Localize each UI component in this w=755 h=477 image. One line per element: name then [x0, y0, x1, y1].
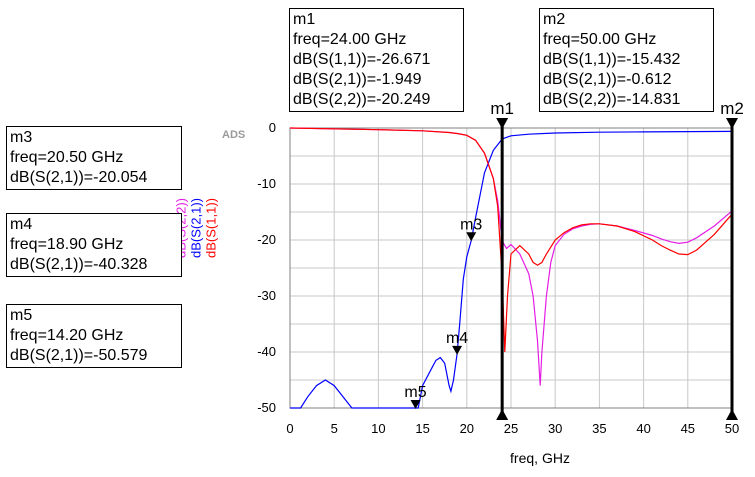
ads-watermark: ADS — [222, 129, 246, 141]
marker-readout: dB(S(2,1))=-50.579 — [10, 347, 148, 364]
marker-label-m5: m5 — [404, 384, 426, 401]
marker-box-m2[interactable]: m2 freq=50.00 GHz dB(S(1,1))=-15.432 dB(… — [539, 8, 714, 112]
marker-label-m3: m3 — [460, 216, 482, 233]
marker-readout: dB(S(2,1))=-20.054 — [10, 169, 148, 186]
marker-freq: freq=18.90 GHz — [10, 236, 124, 253]
marker-freq: freq=20.50 GHz — [10, 149, 124, 166]
marker-id: m4 — [10, 216, 33, 233]
y-tick-label: -20 — [257, 232, 276, 247]
y-tick-label: -50 — [257, 400, 276, 415]
marker-label-m1: m1 — [490, 99, 514, 118]
x-axis-label: freq, GHz — [510, 450, 570, 466]
series-line-dbs21 — [290, 130, 733, 409]
grid-lines — [289, 127, 733, 409]
marker-arrow-bottom-m2 — [726, 409, 738, 420]
marker-box-m5[interactable]: m5 freq=14.20 GHz dB(S(2,1))=-50.579 — [6, 304, 182, 368]
marker-id: m3 — [10, 129, 33, 146]
marker-freq: freq=24.00 GHz — [293, 31, 407, 48]
y-tick-label: -10 — [257, 176, 276, 191]
marker-label-m2: m2 — [720, 99, 744, 118]
y-tick-label: -30 — [257, 288, 276, 303]
marker-id: m1 — [293, 11, 316, 28]
legend-entry-s21: dB(S(2,1)) — [188, 198, 204, 258]
x-tick-label: 50 — [725, 421, 739, 436]
marker-freq: freq=14.20 GHz — [10, 327, 124, 344]
x-tick-label: 5 — [331, 421, 338, 436]
x-tick-label: 40 — [636, 421, 650, 436]
marker-readout: dB(S(2,2))=-14.831 — [543, 91, 681, 108]
marker-arrow-m5 — [410, 400, 421, 409]
series-lines — [289, 127, 733, 409]
marker-freq: freq=50.00 GHz — [543, 31, 657, 48]
marker-arrow-bottom-m1 — [496, 409, 509, 420]
marker-arrow-m1 — [496, 118, 509, 129]
x-tick-label: 30 — [548, 421, 562, 436]
marker-readout: dB(S(2,2))=-20.249 — [293, 91, 431, 108]
x-tick-label: 10 — [371, 421, 385, 436]
marker-readout: dB(S(2,1))=-1.949 — [293, 71, 422, 88]
axis-ticks: 0 5 10 15 20 25 30 35 40 45 50 0 -10 -20 -30 -40 -50 — [257, 120, 739, 436]
x-tick-label: 15 — [415, 421, 429, 436]
marker-readout: dB(S(2,1))=-0.612 — [543, 71, 672, 88]
x-tick-label: 45 — [681, 421, 695, 436]
series-line-dbs11 — [289, 127, 733, 353]
y-tick-label: -40 — [257, 344, 276, 359]
marker-id: m5 — [10, 307, 33, 324]
marker-id: m2 — [543, 11, 566, 28]
legend-entry-s11: dB(S(1,1)) — [203, 198, 219, 258]
marker-readout: dB(S(2,1))=-40.328 — [10, 256, 148, 273]
marker-readout: dB(S(1,1))=-26.671 — [293, 51, 431, 68]
marker-box-m4[interactable]: m4 freq=18.90 GHz dB(S(2,1))=-40.328 — [6, 213, 182, 277]
y-tick-label: 0 — [269, 120, 276, 135]
marker-label-m4: m4 — [446, 330, 468, 347]
marker-lines: m1 m2 m3 m4 m5 — [404, 99, 744, 420]
marker-arrow-m3 — [466, 232, 477, 242]
marker-readout: dB(S(1,1))=-15.432 — [543, 51, 681, 68]
x-tick-label: 25 — [504, 421, 518, 436]
marker-box-m1[interactable]: m1 freq=24.00 GHz dB(S(1,1))=-26.671 dB(… — [289, 8, 464, 112]
x-tick-label: 0 — [286, 421, 293, 436]
marker-box-m3[interactable]: m3 freq=20.50 GHz dB(S(2,1))=-20.054 — [6, 126, 182, 190]
x-tick-label: 35 — [592, 421, 606, 436]
marker-arrow-m2 — [726, 118, 738, 129]
marker-arrow-m4 — [452, 345, 463, 355]
x-tick-label: 20 — [460, 421, 474, 436]
